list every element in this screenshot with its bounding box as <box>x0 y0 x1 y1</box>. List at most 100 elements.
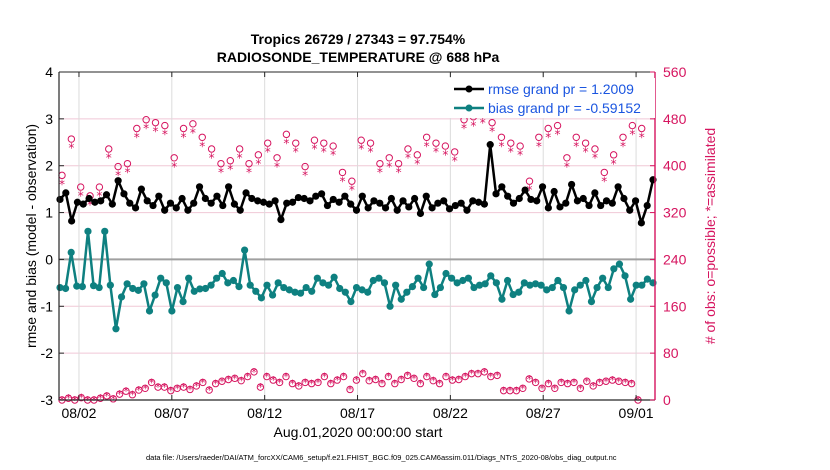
obs-assimilated-marker-low: * <box>66 392 72 405</box>
rmse-point <box>597 201 605 210</box>
rmse-point <box>242 189 250 197</box>
rmse-point <box>143 197 151 205</box>
tick-label-x: 08/22 <box>433 405 468 421</box>
obs-possible-marker <box>282 130 291 139</box>
bias-point <box>302 283 310 292</box>
bias-point <box>448 274 456 282</box>
bias-point <box>442 269 450 278</box>
obs-assimilated-marker-low: * <box>507 385 513 398</box>
obs-assimilated-marker: * <box>368 145 374 159</box>
rmse-point <box>347 200 355 208</box>
rmse-point <box>626 206 634 214</box>
obs-possible-marker <box>581 139 590 147</box>
bias-point <box>403 288 411 296</box>
obs-possible-marker-low <box>589 382 597 390</box>
tick-label-left: -2 <box>41 345 54 361</box>
obs-assimilated-marker: * <box>442 148 448 162</box>
obs-possible-marker-low <box>269 376 277 384</box>
bias-point <box>475 281 484 289</box>
bias-point <box>67 248 75 256</box>
obs-possible-marker <box>105 145 113 153</box>
rmse-point <box>306 197 314 205</box>
rmse-point <box>190 199 198 207</box>
obs-possible-marker-low <box>627 379 636 388</box>
bias-point <box>95 283 103 292</box>
obs-assimilated-marker: * <box>555 128 561 142</box>
bias-point <box>129 284 137 293</box>
bias-point <box>229 276 238 285</box>
bias-point <box>576 281 584 289</box>
obs-possible-marker <box>413 151 421 159</box>
obs-possible-marker-low <box>160 383 169 391</box>
rmse-point <box>480 200 489 208</box>
obs-assimilated-marker-low: * <box>264 371 270 384</box>
rmse-point <box>277 216 285 224</box>
rmse-point <box>318 190 326 198</box>
rmse-point <box>393 206 401 214</box>
obs-possible-marker-low <box>237 376 245 385</box>
rmse-point <box>224 183 233 191</box>
rmse-point <box>573 197 582 205</box>
rmse-point <box>201 194 209 203</box>
rmse-point <box>556 203 564 211</box>
obs-assimilated-marker: * <box>255 157 261 171</box>
obs-assimilated-marker-low: * <box>341 371 347 384</box>
rmse-point <box>521 186 529 194</box>
obs-assimilated-marker: * <box>162 128 168 142</box>
obs-assimilated-marker-low: * <box>354 374 360 387</box>
rmse-point <box>538 183 547 191</box>
rmse-point <box>358 192 366 200</box>
obs-possible-marker-low <box>352 376 361 384</box>
y-axis-label-right: # of obs: o=possible; *=assimilated <box>702 128 718 344</box>
obs-possible-marker-low <box>256 383 265 391</box>
tick-label-x: 08/17 <box>340 405 375 421</box>
bias-point <box>375 274 383 282</box>
obs-assimilated-marker-low: * <box>584 375 590 388</box>
bias-point <box>134 286 142 294</box>
bias-point <box>179 298 187 306</box>
obs-possible-marker <box>264 139 272 147</box>
rmse-point <box>312 192 320 200</box>
obs-assimilated-marker-low: * <box>590 380 596 393</box>
rmse-point <box>300 194 308 203</box>
obs-possible-marker-low <box>384 372 393 381</box>
rmse-point <box>352 206 361 214</box>
obs-possible-marker-low <box>576 384 585 392</box>
rmse-point <box>108 200 116 208</box>
rmse-point <box>376 199 384 207</box>
bias-point <box>73 282 81 290</box>
obs-possible-marker <box>638 124 646 133</box>
obs-possible-marker <box>292 139 300 147</box>
rmse-point <box>614 183 622 191</box>
rmse-point <box>166 199 175 207</box>
bias-point <box>185 274 193 282</box>
bias-point <box>352 283 361 292</box>
obs-assimilated-marker-low: * <box>270 374 276 387</box>
obs-assimilated-marker-low: * <box>258 381 264 394</box>
tick-label-left: 0 <box>45 251 53 267</box>
obs-possible-marker-low <box>512 386 521 395</box>
obs-possible-marker <box>207 145 216 153</box>
rmse-point <box>637 219 645 227</box>
rmse-point <box>381 204 390 212</box>
obs-assimilated-marker-low: * <box>501 385 507 398</box>
obs-assimilated-marker-low: * <box>482 366 488 379</box>
obs-assimilated-marker-low: * <box>206 384 212 397</box>
obs-assimilated-marker-low: * <box>98 392 104 405</box>
obs-assimilated-marker-low: * <box>251 366 257 379</box>
obs-possible-marker-low <box>442 372 450 381</box>
obs-possible-marker <box>404 145 412 153</box>
bias-point <box>268 291 277 299</box>
bias-point <box>78 283 86 291</box>
obs-assimilated-marker: * <box>461 122 467 136</box>
obs-assimilated-marker-low: * <box>533 376 539 389</box>
bias-point <box>464 274 472 282</box>
rmse-point <box>568 180 576 189</box>
obs-possible-marker <box>366 139 375 147</box>
bias-point <box>436 283 445 292</box>
obs-possible-marker <box>600 168 608 177</box>
rmse-point <box>492 190 500 198</box>
rmse-point <box>416 209 425 218</box>
obs-assimilated-marker: * <box>386 160 392 174</box>
obs-possible-marker <box>357 136 365 144</box>
